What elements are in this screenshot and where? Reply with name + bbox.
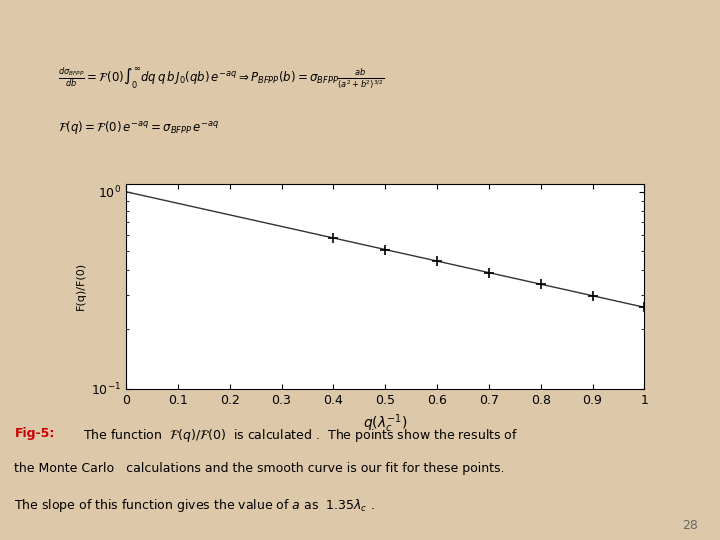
Y-axis label: F(q)/F(0): F(q)/F(0) <box>76 262 86 310</box>
Text: The function  $\mathcal{F}(q)/\mathcal{F}(0)$  is calculated .  The points show : The function $\mathcal{F}(q)/\mathcal{F}… <box>83 427 518 443</box>
Text: the Monte Carlo   calculations and the smooth curve is our fit for these points.: the Monte Carlo calculations and the smo… <box>14 462 505 475</box>
Text: The slope of this function gives the value of $a$ as  $1.35\lambda_c$ .: The slope of this function gives the val… <box>14 497 375 514</box>
Text: $\mathcal{F}(q) = \mathcal{F}(0)\, e^{-aq} = \sigma_{BFPP}\, e^{-aq}$: $\mathcal{F}(q) = \mathcal{F}(0)\, e^{-a… <box>58 119 219 136</box>
Text: 28: 28 <box>683 519 698 532</box>
Text: $\frac{d\sigma_{BFPP}}{db} = \mathcal{F}(0)\int_0^\infty dq\, q\, b\, J_0(qb)\, : $\frac{d\sigma_{BFPP}}{db} = \mathcal{F}… <box>58 65 384 91</box>
X-axis label: $q(\lambda_c^{-1})$: $q(\lambda_c^{-1})$ <box>363 412 408 435</box>
Text: Fig-5:: Fig-5: <box>14 427 55 440</box>
